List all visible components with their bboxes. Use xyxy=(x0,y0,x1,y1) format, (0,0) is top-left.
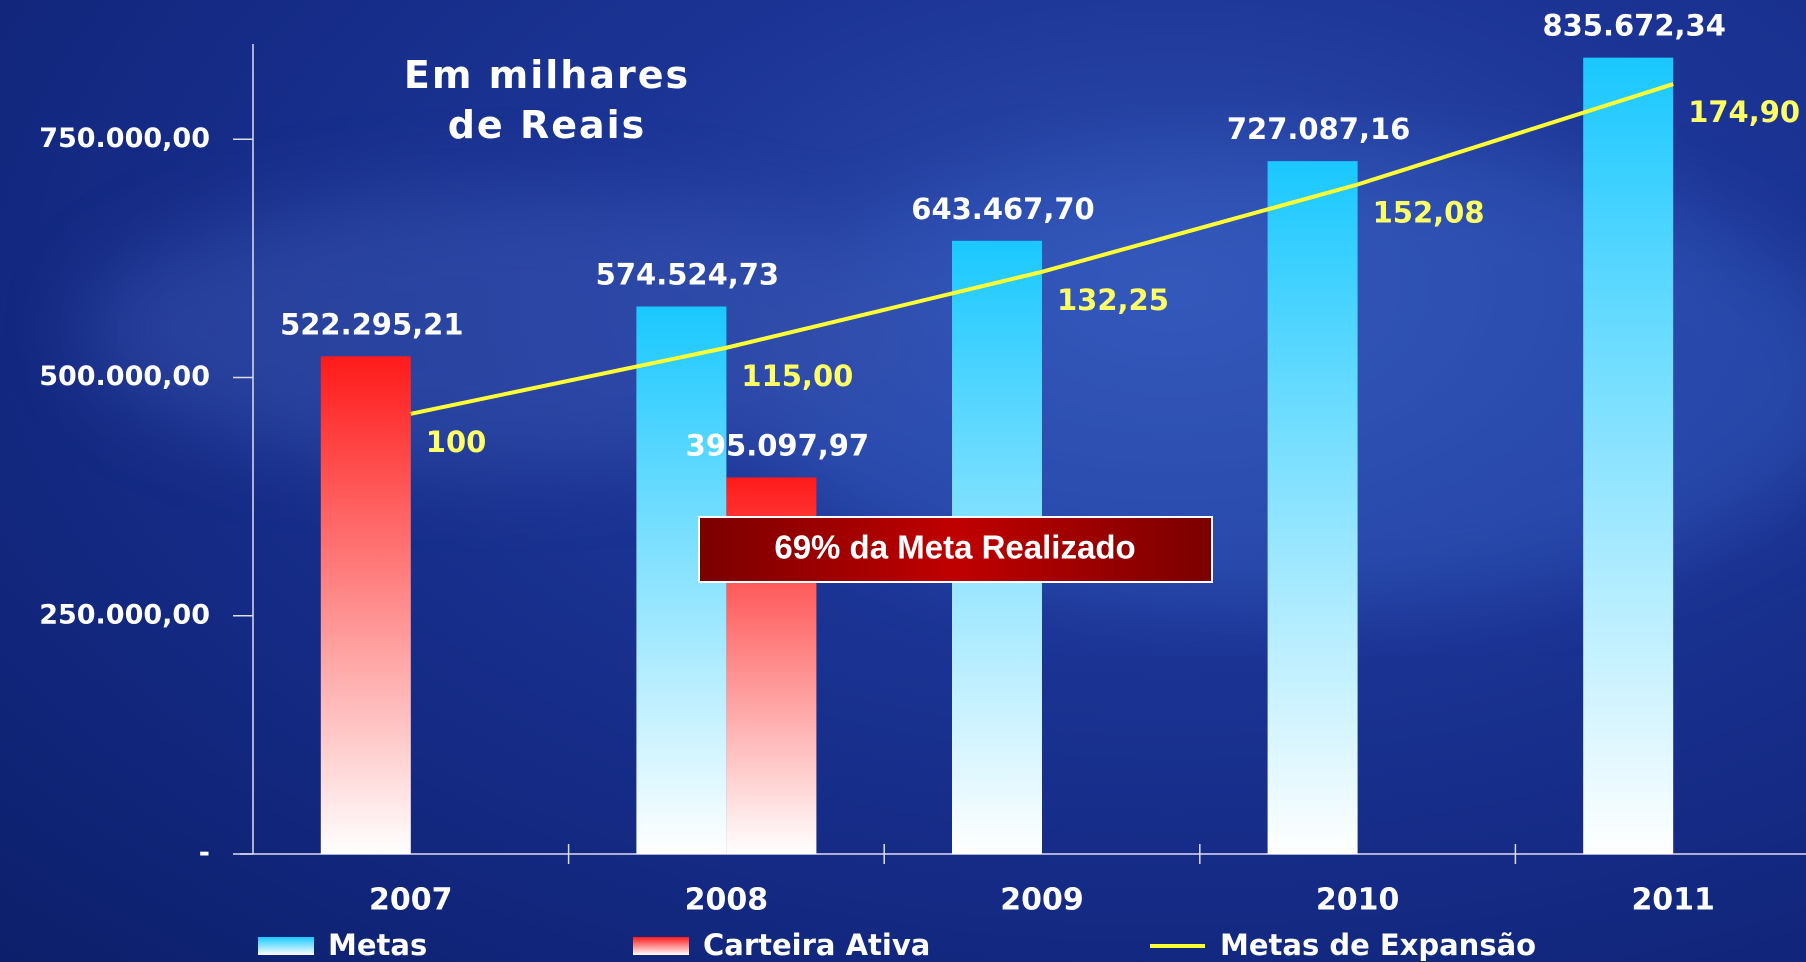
y-tick-label: 250.000,00 xyxy=(39,599,210,630)
x-tick-label: 2009 xyxy=(1000,883,1084,918)
bar xyxy=(321,356,411,854)
legend-label: Metas de Expansão xyxy=(1220,928,1536,962)
line-label: 152,08 xyxy=(1373,196,1485,230)
legend-label: Carteira Ativa xyxy=(703,928,930,962)
x-tick-label: 2007 xyxy=(369,883,453,918)
data-label: 727.087,16 xyxy=(1227,112,1410,146)
data-label: 395.097,97 xyxy=(686,428,869,462)
x-tick-label: 2010 xyxy=(1316,883,1400,918)
legend-swatch xyxy=(633,937,689,955)
line-label: 174,90 xyxy=(1688,95,1800,129)
data-label: 835.672,34 xyxy=(1542,9,1725,43)
bar xyxy=(1583,58,1673,854)
data-label: 522.295,21 xyxy=(280,307,463,341)
chart: - 250.000,00 500.000,00 750.000,00 2007 2008 2… xyxy=(0,0,1806,962)
legend-swatch xyxy=(258,937,314,955)
y-tick-label: - xyxy=(199,838,210,869)
page: - 250.000,00 500.000,00 750.000,00 2007 2008 2… xyxy=(0,0,1806,962)
annotation: 69% da Meta Realizado xyxy=(774,529,1135,566)
line-label: 100 xyxy=(426,425,487,459)
data-label: 643.467,70 xyxy=(911,192,1094,226)
chart-title: Em milhares de Reais xyxy=(377,50,717,150)
data-label: 574.524,73 xyxy=(596,258,779,292)
y-tick-label: 500.000,00 xyxy=(39,361,210,392)
legend-label: Metas xyxy=(328,928,427,962)
x-tick-label: 2008 xyxy=(685,883,769,918)
line-label: 132,25 xyxy=(1057,283,1169,317)
x-tick-label: 2011 xyxy=(1631,883,1715,918)
bar xyxy=(1268,161,1358,854)
y-tick-label: 750.000,00 xyxy=(39,123,210,154)
line-label: 115,00 xyxy=(741,359,853,393)
